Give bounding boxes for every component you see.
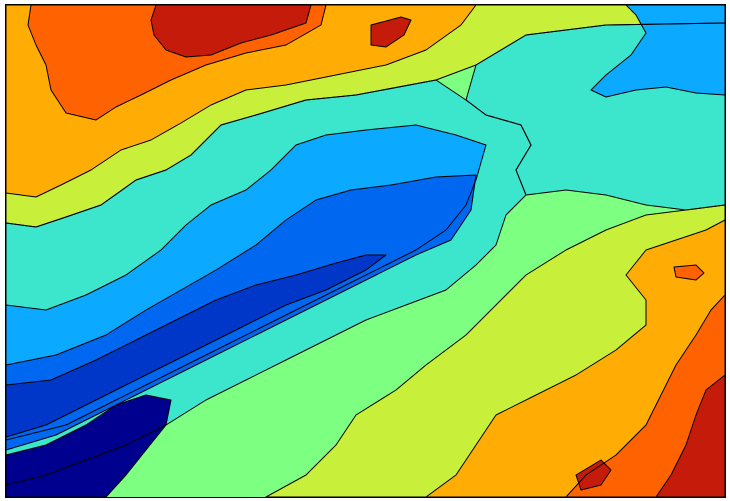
contour-line xyxy=(370,16,412,48)
contour-lines xyxy=(6,5,725,497)
contour-map-frame xyxy=(5,4,726,498)
contour-line xyxy=(6,5,477,198)
contour-line xyxy=(575,459,612,491)
contour-line xyxy=(6,124,487,441)
contour-line xyxy=(673,264,705,281)
contour-line xyxy=(565,294,725,497)
contour-line xyxy=(27,5,327,121)
band-level-9b xyxy=(371,17,411,47)
band-level-0 xyxy=(6,395,171,497)
contour-line xyxy=(6,174,477,451)
contour-line xyxy=(6,79,532,486)
contour-line xyxy=(425,219,725,497)
band-level-1 xyxy=(6,255,386,437)
band-level-8-island xyxy=(674,265,704,280)
contour-line xyxy=(655,374,725,497)
contour-line xyxy=(6,254,387,438)
band-level-3 xyxy=(591,5,725,97)
band-level-9 xyxy=(151,5,311,57)
contour-line xyxy=(6,394,172,497)
contour-line xyxy=(150,5,312,58)
contour-line xyxy=(265,204,725,497)
contour-map xyxy=(6,5,725,497)
band-level-9-se xyxy=(656,375,725,497)
contour-line xyxy=(590,5,725,98)
